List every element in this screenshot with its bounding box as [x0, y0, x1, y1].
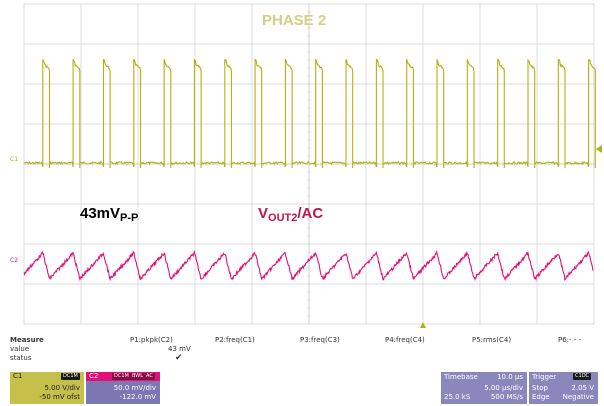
c2-vdiv: 50.0 mV/div — [113, 384, 156, 392]
c1-offset: -50 mV ofst — [39, 393, 80, 401]
waveform-screen: PHASE 2 43mVP-P VOUT2/AC C1 C2 — [10, 3, 602, 328]
trigger-source: C1 — [575, 373, 582, 379]
c2-ground-marker: C2 — [10, 257, 19, 264]
measure-p6-name[interactable]: P6:- - - — [558, 336, 582, 344]
c1-vdiv: 5.00 V/div — [44, 384, 81, 392]
measure-status-label: status — [10, 354, 32, 362]
c2-offset: -122.0 mV — [119, 393, 156, 401]
pp-value: 43mV — [80, 205, 121, 222]
c1-coupling-tag: DC1M — [61, 373, 80, 380]
measure-p1-status: ✔ — [175, 353, 183, 363]
timebase-rate: 500 MS/s — [490, 393, 523, 401]
vout-sub: OUT2 — [268, 212, 298, 224]
trigger-slope: Negative — [562, 393, 594, 401]
trigger-label: Trigger — [532, 373, 557, 381]
measure-p4-name[interactable]: P4:freq(C4) — [385, 336, 425, 344]
c2-coupling-tag: DC1M — [112, 373, 131, 380]
measure-p1-name[interactable]: P1:pkpk(C2) — [130, 336, 173, 344]
trigger-source-tag: C1DC — [573, 373, 592, 380]
timebase-descriptor[interactable]: Timebase 10.0 µs 5.00 µs/div 25.0 kS 500… — [441, 372, 527, 404]
measure-p3-name[interactable]: P3:freq(C3) — [300, 336, 340, 344]
c2-ripple-trace — [23, 249, 594, 282]
ripple-pkpk-label: 43mVP-P — [80, 205, 138, 224]
measure-p2-name[interactable]: P2:freq(C1) — [215, 336, 255, 344]
measure-panel: Measure value status P1:pkpk(C2) 43 mV ✔… — [10, 336, 602, 370]
c2-header-bar: C2 DC1M BWL AC — [86, 372, 160, 381]
pp-sub: P-P — [120, 212, 139, 224]
trigger-coupling: DC — [581, 373, 590, 379]
c1-ground-marker: C1 — [10, 156, 19, 163]
timebase-delay: 10.0 µs — [497, 373, 523, 381]
trigger-position-marker[interactable] — [420, 322, 426, 328]
c2-ac-tag: AC — [144, 373, 155, 380]
phase-title: PHASE 2 — [262, 12, 327, 29]
c1-descriptor[interactable]: C1 DC1M 5.00 V/div -50 mV ofst — [10, 372, 84, 404]
c2-bwl-tag: BWL — [130, 373, 145, 380]
timebase-samples: 25.0 kS — [444, 393, 471, 401]
timebase-tdiv: 5.00 µs/div — [484, 384, 523, 392]
trigger-mode: Stop — [532, 384, 548, 392]
trigger-level: 2.05 V — [571, 384, 594, 392]
measure-heading: Measure — [10, 336, 44, 344]
scope-grid — [23, 3, 596, 325]
trigger-descriptor[interactable]: Trigger C1DC Stop 2.05 V Edge Negative — [529, 372, 598, 404]
vout-suffix: /AC — [297, 205, 324, 222]
c1-pulse-trace — [23, 58, 596, 168]
c2-id: C2 — [89, 372, 99, 380]
vout-main: V — [258, 205, 269, 222]
measure-p1-value: 43 mV — [168, 345, 191, 353]
measure-value-label: value — [10, 345, 30, 353]
vout-label: VOUT2/AC — [258, 205, 323, 224]
timebase-label: Timebase — [444, 373, 478, 381]
trigger-level-marker[interactable] — [596, 145, 602, 153]
trigger-type-label: Edge — [532, 393, 550, 401]
measure-p5-name[interactable]: P5:rms(C4) — [472, 336, 512, 344]
c2-descriptor[interactable]: C2 DC1M BWL AC 50.0 mV/div -122.0 mV — [86, 372, 160, 404]
c1-id: C1 — [13, 372, 23, 380]
